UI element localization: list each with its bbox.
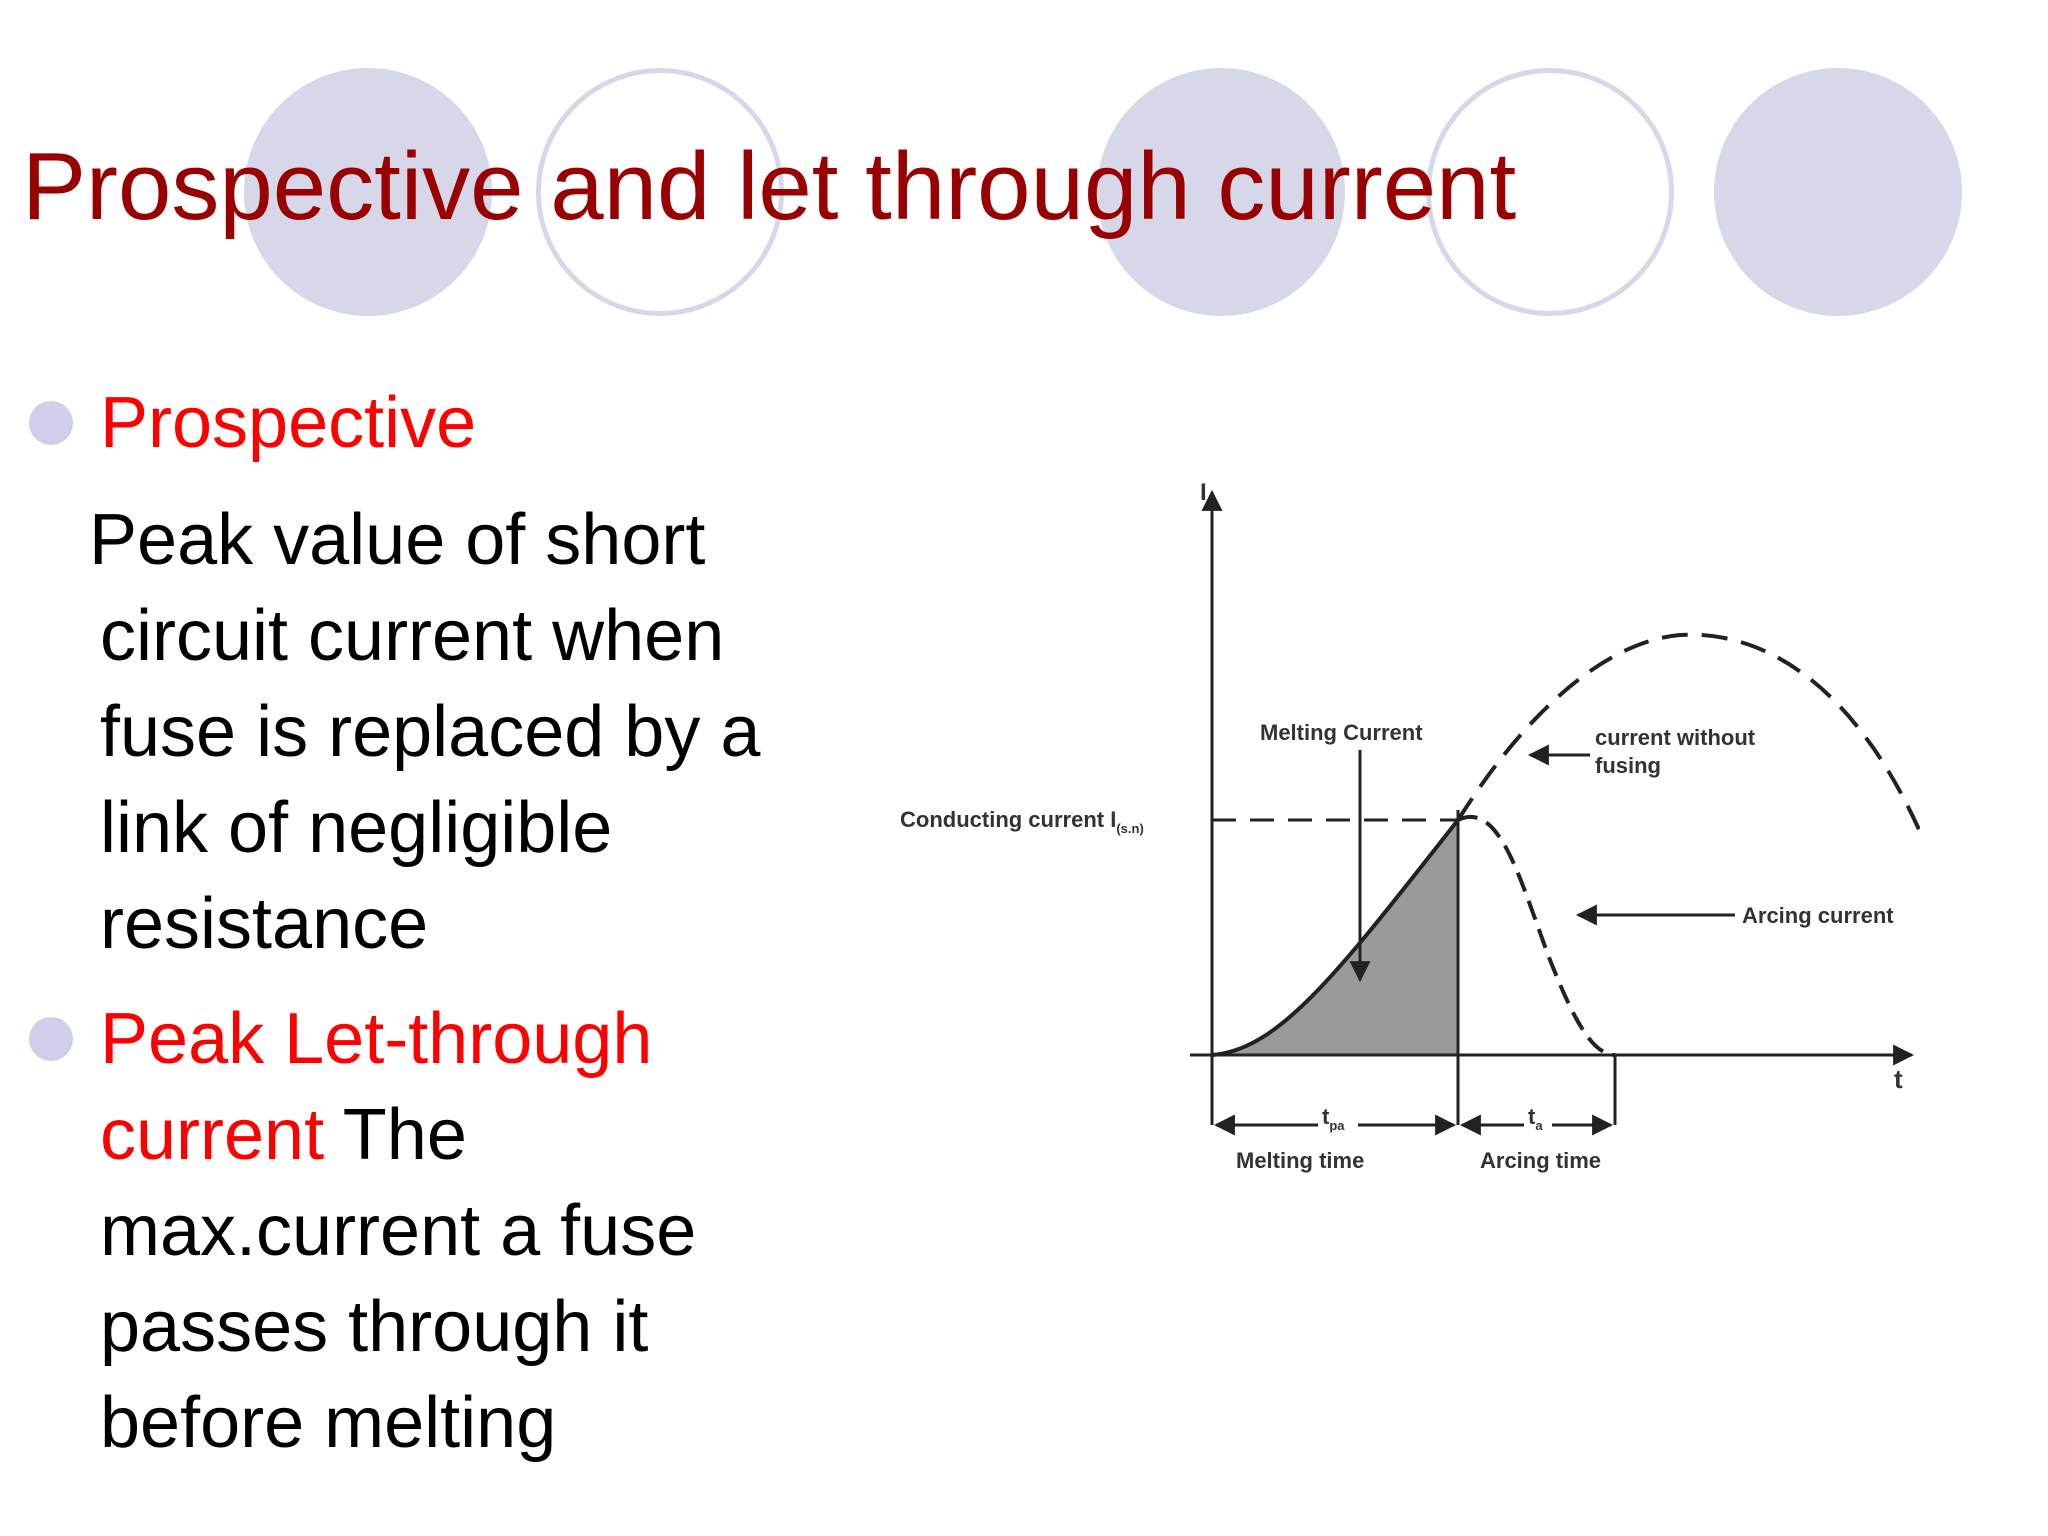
ta-label: ta [1528, 1104, 1543, 1133]
melting-current-label: Melting Current [1260, 720, 1423, 745]
decor-circle-outline-1 [536, 68, 784, 316]
let-through-current-curve [1211, 818, 1460, 1057]
decor-circle-filled-1 [244, 68, 492, 316]
decor-circle-filled-2 [1097, 68, 1345, 316]
fuse-current-diagram: I t Conducting current I(s.n) Melting Cu… [900, 440, 1920, 1200]
melting-time-label: Melting time [1236, 1148, 1364, 1173]
let-through-line-2: current The [100, 1087, 467, 1183]
ta-label-bg [1524, 1108, 1552, 1140]
let-through-energy-area [1212, 820, 1458, 1055]
prospective-body-line-1: Peak value of short [89, 500, 706, 580]
fuse-current-svg: I t Conducting current I(s.n) Melting Cu… [900, 479, 1920, 1173]
bullet-icon-prospective [29, 401, 73, 445]
arcing-current-label: Arcing current [1742, 903, 1894, 928]
slide-title: Prospective and let through current [22, 133, 1517, 240]
let-through-body-inline: The [324, 1095, 467, 1175]
slide-body: Prospective Peak value of short circuit … [0, 0, 880, 1536]
prospective-body-line-2: circuit current when [100, 596, 725, 676]
tpa-label-bg [1318, 1108, 1358, 1140]
let-through-body-line-3: before melting [100, 1383, 557, 1463]
prospective-body-line-4: link of negligible [100, 788, 613, 868]
heading-prospective: Prospective [100, 383, 477, 463]
conducting-current-label: Conducting current I(s.n) [900, 807, 1144, 836]
prospective-body-line-5: resistance [100, 884, 429, 964]
prospective-body-line-3: fuse is replaced by a [100, 692, 761, 772]
decor-circle-outline-2 [1426, 68, 1674, 316]
current-without-fusing-label-1: current without [1595, 725, 1756, 750]
heading-let-through-line-1: Peak Let-through [100, 999, 653, 1079]
bullet-icon-let-through [29, 1017, 73, 1061]
arcing-time-label: Arcing time [1480, 1148, 1601, 1173]
prospective-current-curve [1456, 632, 1920, 837]
current-without-fusing-label-2: fusing [1595, 753, 1661, 778]
let-through-body-line-1: max.current a fuse [100, 1191, 697, 1271]
y-axis-label: I [1200, 479, 1207, 506]
decor-circle-filled-3 [1714, 68, 1962, 316]
x-axis-label: t [1894, 1064, 1903, 1094]
arcing-current-curve [1457, 815, 1616, 1057]
let-through-body-line-2: passes through it [100, 1287, 649, 1367]
tpa-label: tpa [1322, 1104, 1345, 1133]
heading-let-through-line-2: current [100, 1095, 325, 1175]
